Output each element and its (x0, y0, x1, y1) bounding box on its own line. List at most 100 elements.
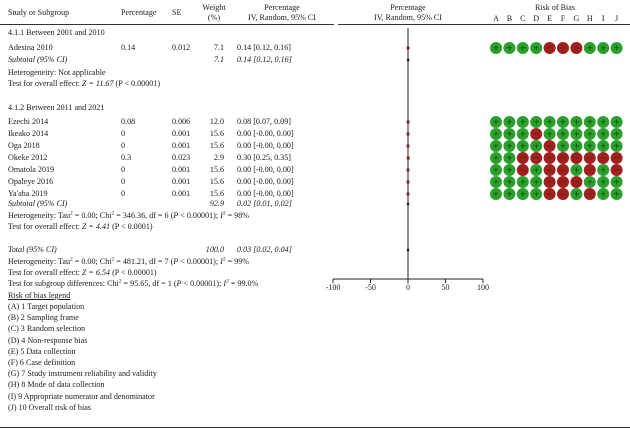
rob-circle-low (557, 116, 569, 128)
subgroup1-diamond (406, 57, 410, 63)
rob-symbol: + (573, 130, 580, 139)
rob-circle-low (490, 128, 502, 140)
rob-letter-G: G (573, 14, 580, 23)
rob-letter-I: I (601, 14, 605, 23)
rob-symbol: + (493, 118, 500, 127)
rob-symbol: + (519, 44, 526, 53)
rob-circle-low (503, 188, 516, 200)
rob-circle-low (503, 128, 516, 140)
rob-symbol: − (546, 166, 553, 175)
rob-circle-low (503, 42, 516, 54)
rob-circle-low (610, 176, 623, 188)
rob-letter-B: B (506, 14, 513, 23)
rob-symbol: + (519, 178, 526, 187)
subgroup-differences: Test for subgroup differences: Chi2 = 95… (8, 278, 259, 288)
rob-circle-low (570, 188, 583, 200)
subgroup1-study-ci: 0.14 [0.12, 0.16] (237, 43, 291, 52)
rob-letter-A: A (493, 14, 499, 23)
subgroup2-study-se: 0.001 (172, 189, 191, 198)
rob-circle-low (530, 116, 543, 128)
rob-symbol: + (573, 166, 580, 175)
total-label: Total (95% CI) (8, 245, 57, 254)
rob-circle-low (490, 176, 502, 188)
rob-symbol: + (533, 178, 540, 187)
rob-circle-low (597, 176, 610, 188)
subgroup2-study-name: Okeke 2012 (8, 153, 48, 162)
rob-circle-low (610, 140, 623, 152)
rob-circle-high (543, 140, 556, 152)
rob-symbol: − (560, 190, 567, 199)
subgroup2-overall-effect: Test for overall effect: Z = 4.41 (P < 0… (8, 222, 153, 231)
subgroup1-study-percentage: 0.14 (121, 43, 136, 52)
header-ci-2: IV, Random, 95% CI (248, 13, 316, 22)
rob-circle-low (570, 128, 583, 140)
rob-symbol: + (506, 166, 513, 175)
subgroup2-study-name: Opaleye 2016 (8, 177, 54, 186)
rob-circle-high (610, 152, 623, 164)
rob-symbol: + (546, 118, 553, 127)
rob-circle-high (570, 176, 583, 188)
rob-circle-high (570, 42, 583, 54)
x-axis-tick-label: -50 (365, 283, 376, 292)
subgroup2-study-name: Ezechi 2014 (8, 117, 49, 126)
rob-circle-low (503, 176, 516, 188)
header-rob-title: Risk of Bias (534, 3, 576, 12)
rob-circle-low (503, 140, 516, 152)
rob-letter-J: J (615, 14, 619, 23)
subgroup2-study-percentage: 0 (121, 189, 126, 198)
rob-symbol: + (573, 142, 580, 151)
rob-symbol: + (613, 130, 620, 139)
rob-circle-low (516, 128, 529, 140)
header-se: SE (172, 8, 182, 17)
subgroup2-study-ci: 0.00 [-0.00, 0.00] (237, 177, 294, 186)
rob-circle-high (610, 164, 623, 176)
subgroup2-study-weight: 15.6 (209, 141, 224, 150)
rob-symbol: + (533, 118, 540, 127)
rob-symbol: + (506, 44, 513, 53)
header-weight-1: Weight (202, 3, 226, 12)
rob-symbol: − (533, 154, 540, 163)
subgroup2-study-ci: 0.30 [0.25, 0.35] (237, 153, 291, 162)
subgroup2-study-ci: 0.00 [-0.00, 0.00] (237, 141, 294, 150)
rob-circle-high (570, 152, 583, 164)
rob-symbol: − (533, 130, 540, 139)
subgroup2-study-percentage: 0 (121, 165, 126, 174)
subgroup2-study-ci: 0.00 [-0.00, 0.00] (237, 129, 294, 138)
subgroup1-study-name: Adesina 2010 (8, 43, 53, 52)
subgroup2-study-name: Oga 2018 (8, 141, 40, 150)
subgroup2-study-weight: 12.0 (209, 117, 224, 126)
rob-symbol: + (493, 130, 500, 139)
rob-symbol: − (573, 154, 580, 163)
rob-circle-low (543, 116, 556, 128)
rob-symbol: + (586, 44, 593, 53)
rob-circle-high (557, 42, 569, 54)
rob-symbol: + (613, 118, 620, 127)
rob-circle-low (610, 128, 623, 140)
subgroup2-study-name: Ikeako 2014 (8, 129, 49, 138)
rob-letter-F: F (560, 14, 566, 23)
rob-symbol: − (560, 178, 567, 187)
rob-symbol: + (600, 44, 607, 53)
rob-symbol: + (546, 130, 553, 139)
rob-circle-low (490, 116, 502, 128)
rob-legend-item: (H) 8 Mode of data collection (8, 380, 105, 390)
rob-symbol: + (533, 142, 540, 151)
rob-symbol: − (560, 166, 567, 175)
header-percentage: Percentage (121, 8, 157, 17)
rob-symbol: + (613, 44, 620, 53)
rob-symbol: + (613, 142, 620, 151)
rob-legend-item: (B) 2 Sampling frame (8, 313, 79, 323)
total-weight: 100.0 (205, 245, 224, 254)
total-diamond (406, 247, 410, 253)
rob-circle-high (583, 152, 596, 164)
rob-circle-high (530, 152, 543, 164)
rob-symbol: + (600, 142, 607, 151)
rob-circle-high (543, 152, 556, 164)
rob-circle-low (583, 42, 596, 54)
rob-symbol: + (600, 118, 607, 127)
rob-legend-item: (A) 1 Target population (8, 302, 85, 311)
rob-legend-item: (C) 3 Random selection (8, 324, 86, 334)
subgroup2-study-se: 0.001 (172, 141, 191, 150)
rob-symbol: + (506, 154, 513, 163)
